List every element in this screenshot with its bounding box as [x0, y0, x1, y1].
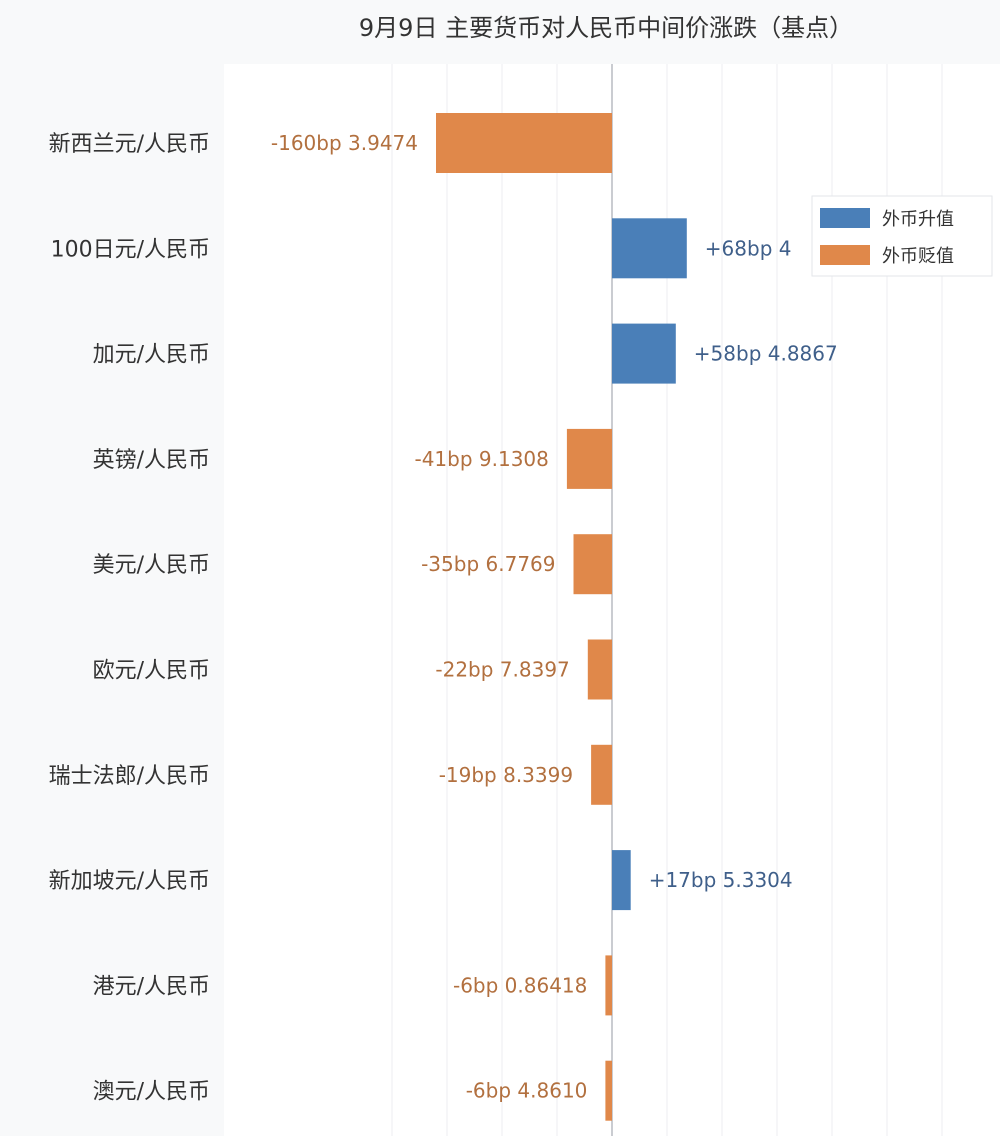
data-label: -19bp 8.3399	[439, 763, 573, 787]
bar	[612, 218, 687, 279]
bar	[605, 955, 612, 1016]
data-label: +68bp 4	[705, 236, 792, 260]
bar	[587, 639, 612, 700]
data-label: -22bp 7.8397	[435, 658, 569, 682]
category-labels: 新西兰元/人民币 100日元/人民币加元/人民币英镑/人民币美元/人民币欧元/人民…	[49, 132, 210, 1105]
data-label: -6bp 0.86418	[453, 973, 587, 997]
bar	[612, 323, 676, 384]
category-label: 加元/人民币	[93, 343, 210, 368]
category-label: 港元/人民币	[93, 974, 210, 999]
bar	[573, 534, 612, 595]
legend-label-appreciation: 外币升值	[882, 209, 954, 230]
category-label: 欧元/人民币	[93, 659, 210, 684]
data-label: -41bp 9.1308	[414, 447, 548, 471]
category-label: 美元/人民币	[93, 553, 210, 578]
category-label: 新加坡元/人民币	[49, 869, 210, 894]
data-label: +58bp 4.8867	[694, 342, 838, 366]
bar	[612, 850, 631, 911]
data-labels: -160bp 3.9474 +68bp 4 +58bp 4.8867 -41bp 9.…	[271, 131, 838, 1103]
bar	[566, 428, 612, 489]
chart-title: 9月9日 主要货币对人民币中间价涨跌（基点）	[359, 14, 853, 42]
legend-label-depreciation: 外币贬值	[882, 246, 954, 267]
bar	[436, 113, 612, 173]
legend: 外币升值 外币贬值	[811, 195, 993, 277]
bar	[591, 744, 612, 805]
category-label: 100日元/人民币	[51, 237, 210, 262]
bar	[605, 1060, 612, 1121]
category-label: 新西兰元/人民币	[49, 132, 210, 157]
bars	[436, 113, 687, 1121]
category-label: 英镑/人民币	[93, 448, 210, 473]
data-label: -160bp 3.9474	[271, 131, 418, 155]
category-label: 瑞士法郎/人民币	[49, 764, 210, 789]
legend-swatch-depreciation	[820, 245, 870, 265]
category-label: 澳元/人民币	[93, 1080, 210, 1105]
data-label: -35bp 6.7769	[421, 552, 555, 576]
data-label: +17bp 5.3304	[649, 868, 793, 892]
legend-swatch-appreciation	[820, 208, 870, 228]
data-label: -6bp 4.8610	[466, 1079, 588, 1103]
